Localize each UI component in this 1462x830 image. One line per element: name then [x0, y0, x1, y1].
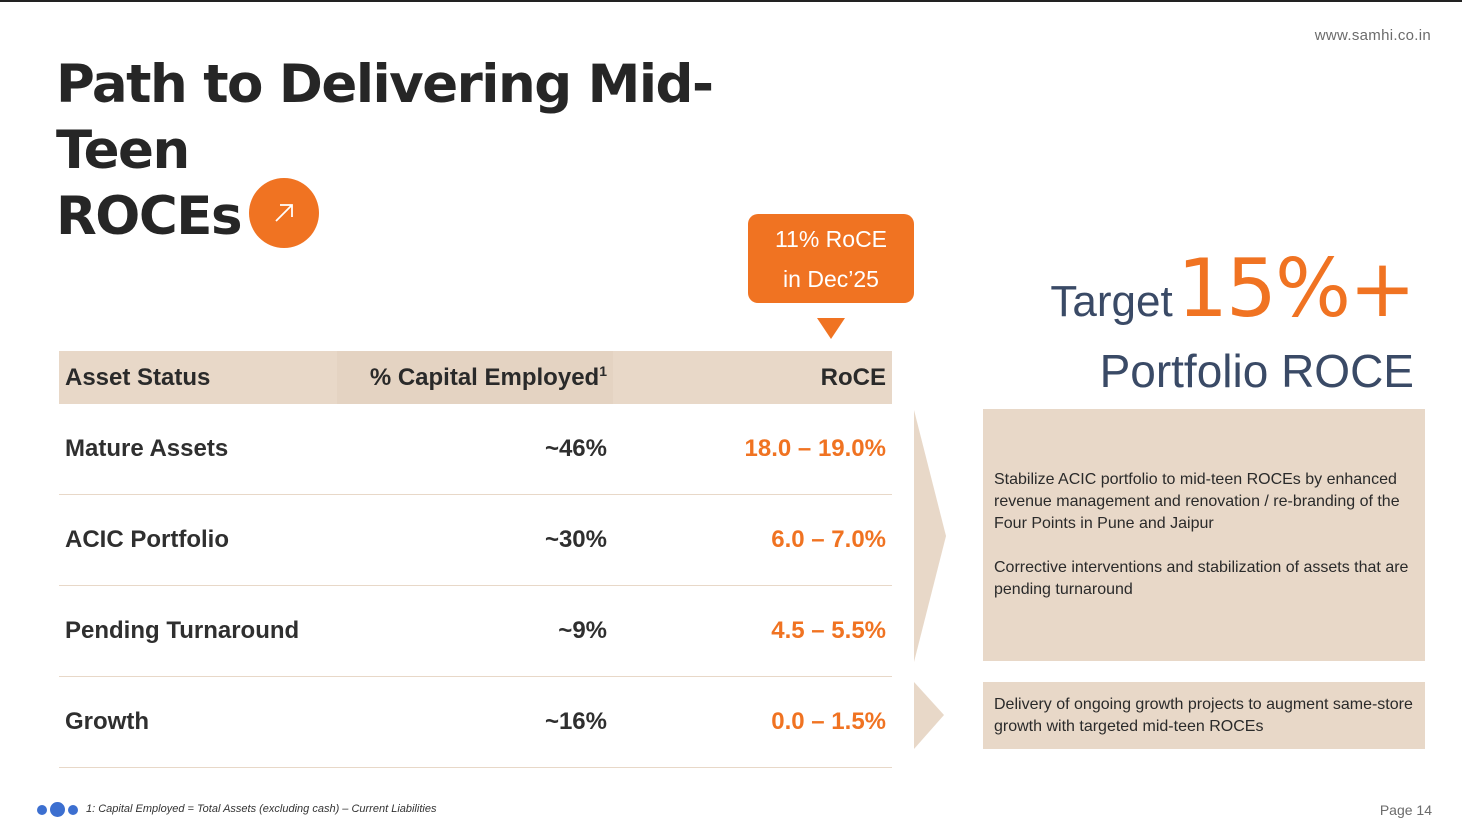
row-status: ACIC Portfolio: [65, 526, 229, 553]
row-capital: ~30%: [544, 526, 607, 553]
page-title: Path to Delivering Mid-Teen ROCEs: [56, 52, 816, 254]
footnote: 1: Capital Employed = Total Assets (excl…: [86, 803, 437, 815]
row-capital: ~46%: [544, 435, 607, 462]
target-value: 15%+: [1177, 242, 1416, 335]
callout-line-1: 11% RoCE: [774, 226, 888, 252]
growth-note-box: Delivery of ongoing growth projects to a…: [983, 682, 1425, 749]
row-status: Mature Assets: [65, 435, 229, 462]
title-line-2-text: ROCEs: [56, 186, 243, 247]
roce-callout: 11% RoCE in Dec’25: [748, 214, 914, 303]
table-row: Pending Turnaround ~9% 4.5 – 5.5%: [59, 586, 892, 677]
row-roce: 4.5 – 5.5%: [771, 617, 886, 644]
table-row: Mature Assets ~46% 18.0 – 19.0%: [59, 404, 892, 495]
page-number: Page 14: [1379, 802, 1432, 818]
callout-pointer-icon: [817, 318, 845, 339]
header-capital-employed: % Capital Employed1: [337, 351, 613, 404]
header-asset-status: Asset Status: [65, 364, 211, 391]
table-row: Growth ~16% 0.0 – 1.5%: [59, 677, 892, 768]
callout-line-2: in Dec’25: [783, 266, 879, 292]
brand-dots-icon: [37, 802, 78, 817]
note-paragraph-1: Stabilize ACIC portfolio to mid-teen ROC…: [994, 471, 1400, 532]
row-capital: ~9%: [558, 617, 607, 644]
arrow-up-right-icon: [249, 178, 320, 249]
website-url: www.samhi.co.in: [1314, 27, 1431, 44]
chevron-right-icon: [914, 410, 946, 662]
target-heading: Target 15%+: [1050, 242, 1416, 335]
note-paragraph-2: Corrective interventions and stabilizati…: [994, 559, 1409, 598]
table-row: ACIC Portfolio ~30% 6.0 – 7.0%: [59, 495, 892, 586]
chevron-right-icon: [914, 682, 944, 749]
row-roce: 0.0 – 1.5%: [771, 708, 886, 735]
header-roce: RoCE: [820, 364, 886, 391]
target-label: Target: [1050, 277, 1173, 326]
asset-roce-table: Asset Status % Capital Employed1 RoCE Ma…: [59, 351, 892, 768]
footnote-marker: 1: [599, 363, 607, 379]
top-rule: [0, 0, 1462, 2]
row-roce: 6.0 – 7.0%: [771, 526, 886, 553]
title-line-2: ROCEs: [56, 178, 816, 254]
row-capital: ~16%: [544, 708, 607, 735]
row-roce: 18.0 – 19.0%: [744, 435, 886, 462]
row-status: Pending Turnaround: [65, 617, 300, 644]
row-status: Growth: [65, 708, 149, 735]
target-subtitle: Portfolio ROCE: [1099, 345, 1414, 397]
table-header: Asset Status % Capital Employed1 RoCE: [59, 351, 892, 404]
stabilize-note-box: Stabilize ACIC portfolio to mid-teen ROC…: [983, 409, 1425, 661]
title-line-1: Path to Delivering Mid-Teen: [56, 54, 714, 181]
